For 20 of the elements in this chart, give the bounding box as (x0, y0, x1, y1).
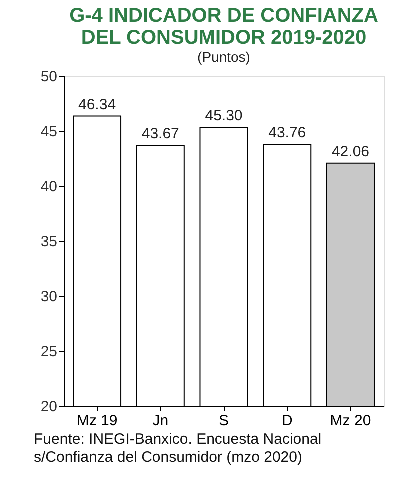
data-label: 42.06 (332, 143, 370, 160)
y-tick-label: 30 (40, 288, 58, 306)
data-label: 45.30 (205, 108, 243, 125)
x-tick-label: S (218, 412, 230, 430)
y-tick-label: 20 (40, 398, 58, 416)
source-note: Fuente: INEGI-Banxico. Encuesta Nacional s/Confianza del Consumidor (mzo 2020) (34, 431, 322, 466)
data-label: 43.76 (268, 124, 306, 142)
y-tick-label: 40 (40, 178, 58, 196)
chart-subtitle: (Puntos) (198, 49, 250, 65)
x-tick-label: Mz 19 (76, 412, 118, 430)
chart-title: G-4 INDICADOR DE CONFIANZA DEL CONSUMIDOR 2019-2020 (70, 5, 378, 49)
data-label: 46.34 (78, 96, 116, 114)
x-tick-label: Jn (152, 412, 169, 430)
data-label: 43.67 (142, 126, 180, 143)
x-tick-label: D (282, 412, 293, 430)
y-tick-label: 25 (40, 344, 58, 360)
y-tick-label: 45 (40, 124, 58, 140)
y-tick-label: 50 (40, 68, 58, 86)
x-tick-label: Mz 20 (330, 412, 372, 430)
y-tick-label: 35 (40, 234, 58, 250)
